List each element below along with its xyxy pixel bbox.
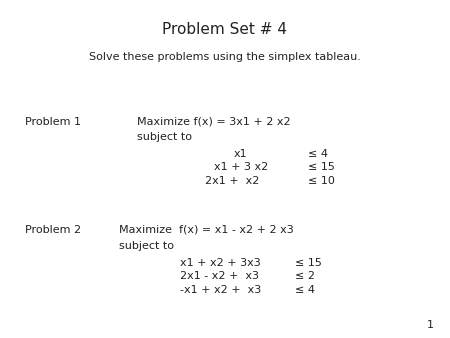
Text: x1: x1 [234,149,248,160]
Text: subject to: subject to [137,132,192,143]
Text: 2x1 +  x2: 2x1 + x2 [205,176,259,186]
Text: Solve these problems using the simplex tableau.: Solve these problems using the simplex t… [89,52,361,63]
Text: ≤ 15: ≤ 15 [295,258,322,268]
Text: Problem 2: Problem 2 [25,225,81,235]
Text: x1 + x2 + 3x3: x1 + x2 + 3x3 [180,258,261,268]
Text: ≤ 4: ≤ 4 [295,285,315,295]
Text: x1 + 3 x2: x1 + 3 x2 [214,162,268,172]
Text: subject to: subject to [119,241,174,251]
Text: Problem Set # 4: Problem Set # 4 [162,22,288,37]
Text: ≤ 4: ≤ 4 [308,149,328,160]
Text: -x1 + x2 +  x3: -x1 + x2 + x3 [180,285,261,295]
Text: 1: 1 [427,319,434,330]
Text: ≤ 2: ≤ 2 [295,271,315,281]
Text: Maximize  f(x) = x1 - x2 + 2 x3: Maximize f(x) = x1 - x2 + 2 x3 [119,225,294,235]
Text: ≤ 15: ≤ 15 [308,162,335,172]
Text: ≤ 10: ≤ 10 [308,176,335,186]
Text: Problem 1: Problem 1 [25,117,81,127]
Text: 2x1 - x2 +  x3: 2x1 - x2 + x3 [180,271,259,281]
Text: Maximize f(x) = 3x1 + 2 x2: Maximize f(x) = 3x1 + 2 x2 [137,117,291,127]
